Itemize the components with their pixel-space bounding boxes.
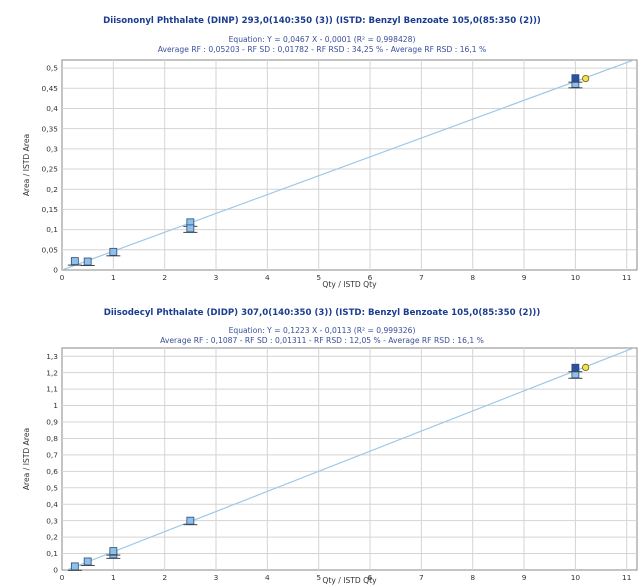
x-tick-label: 1: [111, 273, 116, 282]
x-tick-label: 9: [522, 273, 527, 282]
x-tick-label: 2: [162, 273, 167, 282]
x-tick-label: 8: [470, 573, 475, 582]
chart-equation: Equation: Y = 0,0467 X - 0,0001 (R² = 0,…: [228, 35, 416, 44]
y-tick-label: 1,1: [46, 385, 58, 394]
x-tick-label: 9: [522, 573, 527, 582]
y-tick-label: 0,3: [46, 516, 58, 525]
calibration-point: [571, 74, 580, 83]
chart-rf-summary: Average RF : 0,05203 - RF SD : 0,01782 -…: [157, 45, 487, 54]
x-tick-label: 2: [162, 573, 167, 582]
x-tick-label: 7: [419, 573, 424, 582]
x-tick-label: 11: [622, 573, 632, 582]
y-tick-label: 0,9: [46, 418, 58, 427]
x-tick-label: 0: [60, 573, 65, 582]
y-tick-label: 0,5: [46, 483, 58, 492]
x-axis-label: Qty / ISTD Qty: [322, 576, 377, 585]
x-tick-label: 4: [265, 573, 270, 582]
y-tick-label: 0,1: [46, 549, 58, 558]
x-tick-label: 5: [316, 273, 321, 282]
chart-rf-summary: Average RF : 0,1087 - RF SD : 0,01311 - …: [160, 336, 484, 345]
x-tick-label: 5: [316, 573, 321, 582]
calibration-point: [83, 557, 92, 566]
y-tick-label: 0,6: [46, 467, 58, 476]
highlight-point: [582, 363, 590, 372]
y-tick-label: 1,3: [46, 352, 58, 361]
calibration-point: [186, 516, 195, 525]
calibration-panel-didp: Diisodecyl Phthalate (DIDP) 307,0(140:35…: [0, 290, 644, 587]
y-tick-label: 0,2: [46, 533, 58, 542]
y-tick-label: 0,4: [46, 500, 58, 509]
x-axis-label: Qty / ISTD Qty: [322, 280, 377, 289]
y-tick-label: 0,7: [46, 450, 58, 459]
y-tick-label: 0,35: [42, 124, 59, 133]
chart-title: Diisononyl Phthalate (DINP) 293,0(140:35…: [103, 16, 541, 26]
calibration-point: [571, 363, 580, 372]
calibration-point: [109, 547, 118, 555]
highlight-point: [582, 74, 590, 83]
y-tick-label: 0,4: [46, 104, 58, 113]
y-tick-label: 1,2: [46, 368, 58, 377]
x-tick-label: 0: [60, 273, 65, 282]
calibration-plot-dinp: 0 1 2 3 4 5 6 7 8 9 10 11 0 0,05 0,1 0,15 0,2 0,25 0,3 0,35…: [22, 59, 638, 289]
y-axis-label: Area / ISTD Area: [22, 134, 31, 196]
y-tick-label: 0,8: [46, 434, 58, 443]
y-tick-label: 0,2: [46, 185, 58, 194]
x-tick-label: 10: [571, 273, 581, 282]
x-tick-label: 3: [214, 273, 219, 282]
y-tick-label: 0,5: [46, 64, 58, 73]
calibration-point: [83, 257, 92, 266]
x-tick-label: 10: [571, 573, 581, 582]
x-tick-label: 1: [111, 573, 116, 582]
y-axis-label: Area / ISTD Area: [22, 428, 31, 490]
x-tick-label: 8: [470, 273, 475, 282]
x-tick-label: 6: [368, 573, 373, 582]
y-tick-label: 1: [53, 401, 58, 410]
y-tick-label: 0,25: [42, 165, 59, 174]
fit-line: [62, 60, 636, 270]
x-tick-label: 11: [622, 273, 632, 282]
calibration-plot-didp: 0 1 2 3 4 5 6 7 8 9 10 11 0 0,1 0,2 0,3 0,4 0,5 0,6 0,7 0,8 0…: [22, 347, 638, 585]
calibration-point: [70, 257, 79, 266]
x-tick-label: 3: [214, 573, 219, 582]
calibration-point: [109, 247, 118, 256]
x-tick-label: 4: [265, 273, 270, 282]
y-tick-label: 0,1: [46, 225, 58, 234]
x-tick-label: 7: [419, 273, 424, 282]
fit-line: [66, 348, 636, 570]
y-tick-label: 0: [53, 566, 58, 575]
x-tick-label: 6: [368, 273, 373, 282]
y-tick-label: 0,45: [42, 84, 59, 93]
chart-title: Diisodecyl Phthalate (DIDP) 307,0(140:35…: [103, 308, 541, 318]
y-tick-label: 0,05: [42, 245, 59, 254]
y-tick-label: 0,3: [46, 144, 58, 153]
chart-equation: Equation: Y = 0,1223 X - 0,0113 (R² = 0,…: [228, 326, 416, 335]
calibration-panel-dinp: Diisononyl Phthalate (DINP) 293,0(140:35…: [0, 0, 644, 290]
y-tick-label: 0,15: [42, 205, 59, 214]
calibration-point: [70, 562, 79, 571]
calibration-point: [186, 224, 195, 233]
y-tick-label: 0: [53, 266, 58, 275]
